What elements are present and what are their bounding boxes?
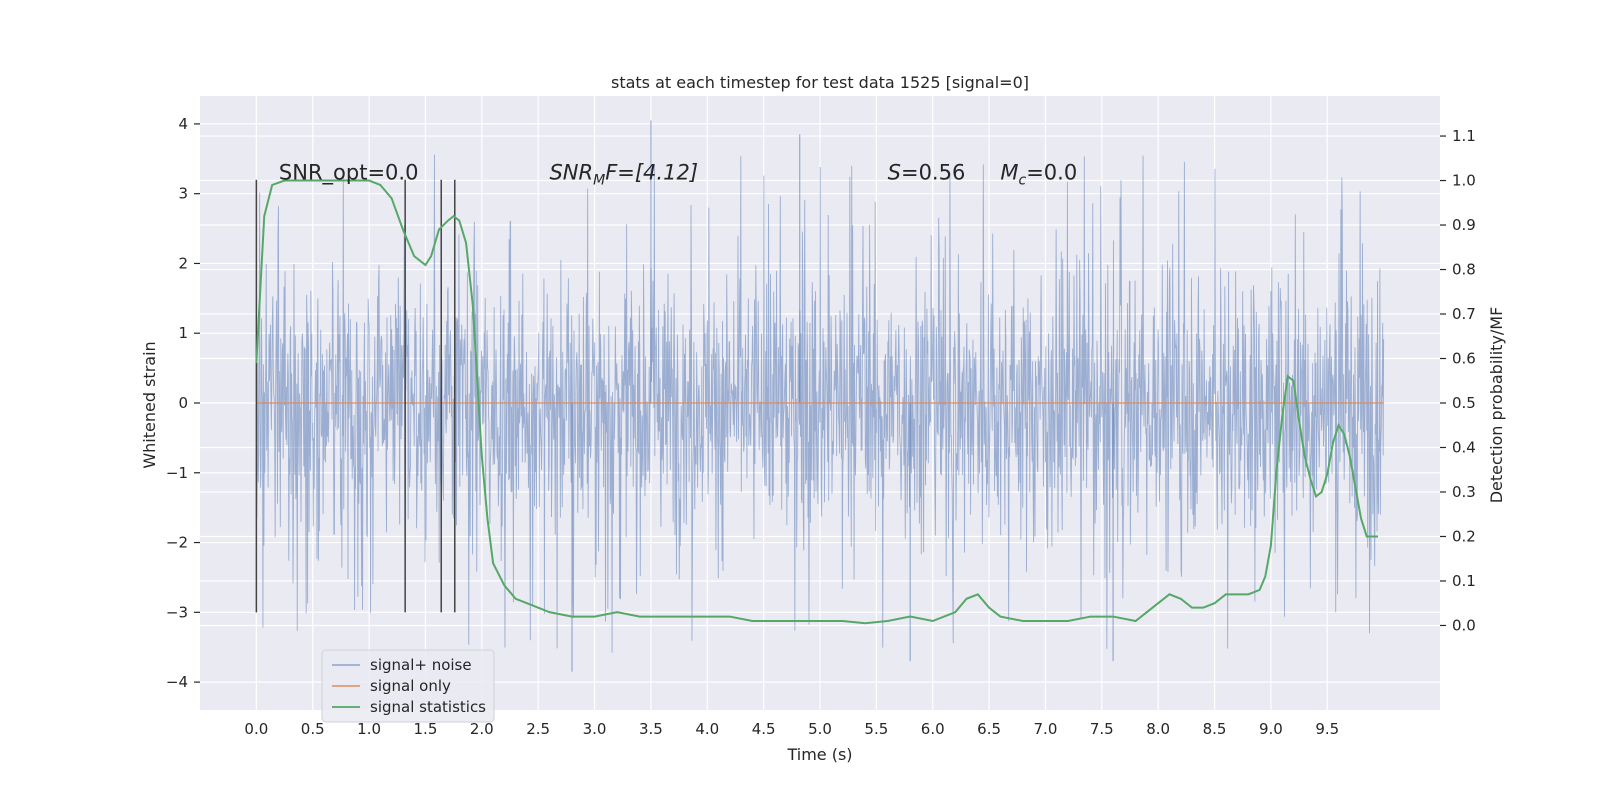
x-axis-ticks: 0.0 0.5 1.0 1.5 2.0 2.5 3.0 3.5 4.0 4.5 5.0 5.5 6.0 6… (244, 720, 1339, 738)
y-right-tick-label: 0.0 (1452, 616, 1476, 634)
y-right-tick-label: 0.3 (1452, 483, 1476, 501)
y-left-tick-label: −2 (166, 534, 188, 552)
y-right-tick-label: 0.9 (1452, 216, 1476, 234)
legend-entry-2: signal statistics (370, 698, 486, 716)
y-right-tick-label: 0.7 (1452, 305, 1476, 323)
y-axis-right-ticks: 1.1 1.0 0.9 0.8 0.7 0.6 0.5 0.4 0.3 0.2 0.1 0.0 (1440, 127, 1476, 634)
x-tick-label: 8.0 (1146, 720, 1170, 738)
y-right-tick-label: 1.0 (1452, 172, 1476, 190)
y-axis-left-ticks: 4 3 2 1 0 −1 −2 −3 −4 (166, 115, 200, 691)
x-tick-label: 7.0 (1034, 720, 1058, 738)
noise-trace (255, 154, 1385, 653)
y-left-tick-label: −4 (166, 673, 188, 691)
annotation-s-stat: S=0.56 (888, 161, 966, 185)
legend: signal+ noise signal only signal statistic… (321, 649, 495, 723)
x-tick-label: 0.0 (244, 720, 268, 738)
y-left-tick-label: 0 (178, 394, 188, 412)
chart-title: stats at each timestep for test data 152… (611, 73, 1029, 92)
x-tick-label: 9.5 (1315, 720, 1339, 738)
x-tick-label: 1.5 (414, 720, 438, 738)
x-tick-label: 3.0 (583, 720, 607, 738)
annotation-snr-mf: SNRMF=[4.12] (549, 161, 698, 189)
annotation-mc-stat: Mc=0.0 (1000, 161, 1077, 189)
x-tick-label: 1.0 (357, 720, 381, 738)
x-tick-label: 6.5 (977, 720, 1001, 738)
annotations: SNR_opt=0.0 SNRMF=[4.12] S=0.56 Mc=0.0 (279, 161, 1077, 189)
x-axis-label: Time (s) (786, 745, 852, 764)
y-axis-right-label: Detection probability/MF (1487, 307, 1506, 504)
x-tick-label: 2.5 (526, 720, 550, 738)
y-left-tick-label: −1 (166, 464, 188, 482)
series-signal-statistics (255, 179, 1378, 625)
x-tick-label: 5.0 (808, 720, 832, 738)
y-left-tick-label: 2 (178, 254, 188, 272)
legend-entry-1: signal only (370, 677, 451, 695)
x-tick-label: 5.5 (864, 720, 888, 738)
y-left-tick-label: −3 (166, 603, 188, 621)
legend-box (321, 649, 495, 723)
x-tick-label: 4.5 (752, 720, 776, 738)
x-tick-label: 9.0 (1259, 720, 1283, 738)
y-left-tick-label: 4 (178, 115, 188, 133)
vertical-markers (255, 179, 456, 613)
x-tick-label: 3.5 (639, 720, 663, 738)
y-left-tick-label: 3 (178, 185, 188, 203)
x-tick-label: 6.0 (921, 720, 945, 738)
legend-entry-0: signal+ noise (370, 656, 472, 674)
y-right-tick-label: 0.5 (1452, 394, 1476, 412)
x-tick-label: 0.5 (301, 720, 325, 738)
y-right-tick-label: 0.4 (1452, 438, 1476, 456)
statistics-line (255, 179, 1378, 625)
x-tick-label: 8.5 (1203, 720, 1227, 738)
series-signal-plus-noise (255, 120, 1385, 672)
annotation-snr-opt: SNR_opt=0.0 (279, 161, 419, 186)
y-right-tick-label: 0.1 (1452, 572, 1476, 590)
y-right-tick-label: 0.6 (1452, 350, 1476, 368)
y-right-tick-label: 0.2 (1452, 527, 1476, 545)
y-left-tick-label: 1 (178, 324, 188, 342)
x-tick-label: 7.5 (1090, 720, 1114, 738)
x-tick-label: 2.0 (470, 720, 494, 738)
y-axis-left-label: Whitened strain (140, 341, 159, 468)
y-right-tick-label: 0.8 (1452, 261, 1476, 279)
y-right-tick-label: 1.1 (1452, 127, 1476, 145)
x-tick-label: 4.0 (695, 720, 719, 738)
